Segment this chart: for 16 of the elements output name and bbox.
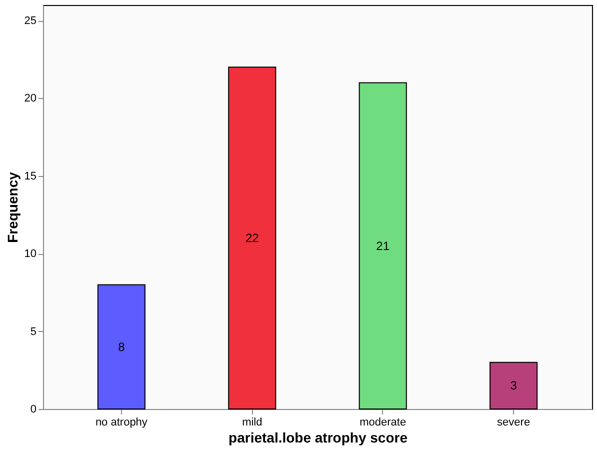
y-tick-label: 20	[24, 92, 36, 105]
x-tick-label: no atrophy	[95, 416, 148, 428]
x-axis-title: parietal.lobe atrophy score	[228, 430, 408, 446]
data-label: 3	[510, 378, 518, 393]
data-label: 8	[118, 340, 126, 354]
x-tick-label: severe	[497, 416, 530, 428]
data-label: 22	[245, 231, 260, 246]
x-tick-label: mild	[242, 416, 262, 428]
data-label: 21	[376, 238, 390, 253]
y-tick-label: 5	[30, 326, 36, 338]
y-tick-label: 15	[24, 170, 36, 182]
y-tick-label: 0	[30, 404, 36, 416]
y-tick-label: 25	[24, 15, 36, 28]
y-tick-label: 10	[24, 248, 36, 260]
y-axis-title: Frequency	[4, 172, 20, 243]
x-tick-label: moderate	[360, 416, 406, 428]
